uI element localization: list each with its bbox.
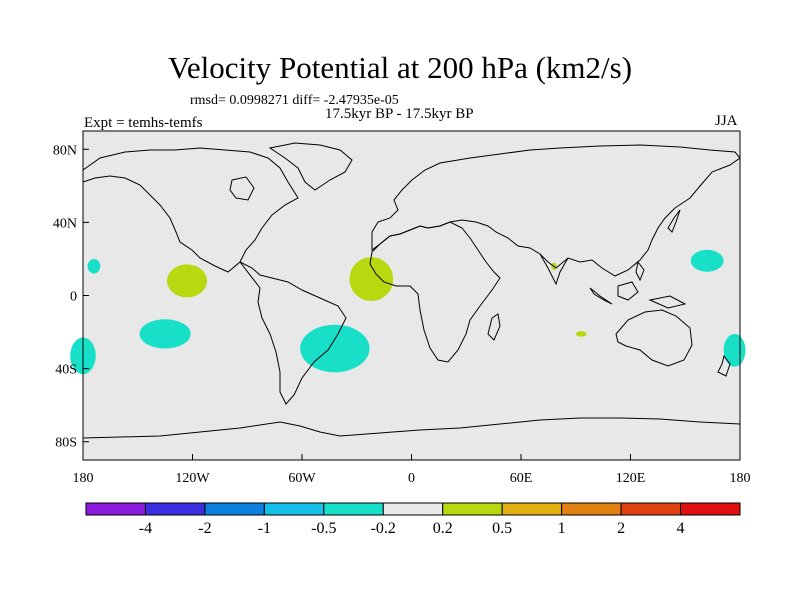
coastline-india [539,253,569,286]
coastline-greenland [268,142,353,191]
x-tick-label: 120W [175,471,210,486]
region-indian-ocean-positive [575,331,587,337]
coastline-eurasia [371,144,741,277]
colorbar-box [263,502,325,516]
period-label: 17.5kyr BP - 17.5kyr BP [325,106,474,122]
coastline-hudson-bay [229,176,255,201]
colorbar-box [501,502,563,516]
region-south-pacific-negative [139,319,191,349]
season-label: JJA [715,113,738,129]
region-south-america-negative [300,324,370,373]
coastline-madagascar [487,313,501,341]
colorbar-label: 4 [676,520,685,537]
coastline-new-guinea [648,295,687,309]
x-tick-label: 60W [288,471,316,486]
coastline-south-america [239,261,347,405]
colorbar-box [561,502,622,516]
coastline-philippines [635,260,645,282]
coastline-borneo [617,281,639,301]
y-tick-label: 80S [55,436,77,451]
coastline-africa [369,221,501,363]
coastline-sumatra [589,287,613,305]
colorbar-label: -0.5 [311,520,337,537]
y-tick-label: 40N [53,216,77,231]
region-east-pacific-negative [87,258,101,274]
colorbar-label: 0.2 [432,520,453,537]
x-tick-label: 180 [730,471,751,486]
coastline-japan [667,209,681,233]
coastlines [82,142,741,439]
region-central-pacific-positive [166,264,208,298]
colorbar-label: -4 [138,520,153,537]
y-tick-label: 0 [70,290,77,305]
coastline-north-america [82,147,299,273]
colorbar-label: 0.5 [492,520,513,537]
rmsd-diff-stats: rmsd= 0.0998271 diff= -2.47935e-05 [190,93,399,108]
colorbar-box [680,502,741,516]
coastline-australia [615,309,693,367]
colorbar-label: 1 [557,520,566,537]
colorbar-box [85,502,146,516]
region-tropical-atlantic-positive [349,257,394,301]
x-tick-label: 120E [616,471,646,486]
experiment-label: Expt = temhs-temfs [84,115,203,131]
y-tick-label: 80N [53,143,77,158]
colorbar-box [382,502,444,516]
y-axis: 80N 40N 0 40S 80S [53,143,89,451]
coastline-antarctica [82,417,741,439]
plot-title: Velocity Potential at 200 hPa (km2/s) [167,50,633,85]
colorbar-label: 2 [617,520,626,537]
x-tick-label: 0 [408,471,415,486]
colorbar-box [323,502,384,516]
region-western-pacific-negative [690,249,724,272]
colorbar-label: -1 [257,520,272,537]
colorbar-label: -2 [198,520,212,537]
colorbar-box [442,502,503,516]
colorbar-label: -0.2 [370,520,396,537]
x-tick-label: 60E [510,471,533,486]
region-new-zealand-negative [723,333,746,367]
x-axis: 180 120W 60W 0 60E 120E 180 [73,454,751,486]
colorbar-box [620,502,682,516]
y-tick-label: 40S [55,363,77,378]
colorbar-box [144,502,206,516]
colorbar [85,502,741,516]
x-tick-label: 180 [73,471,94,486]
coastline-new-zealand [717,354,731,377]
colorbar-box [204,502,265,516]
